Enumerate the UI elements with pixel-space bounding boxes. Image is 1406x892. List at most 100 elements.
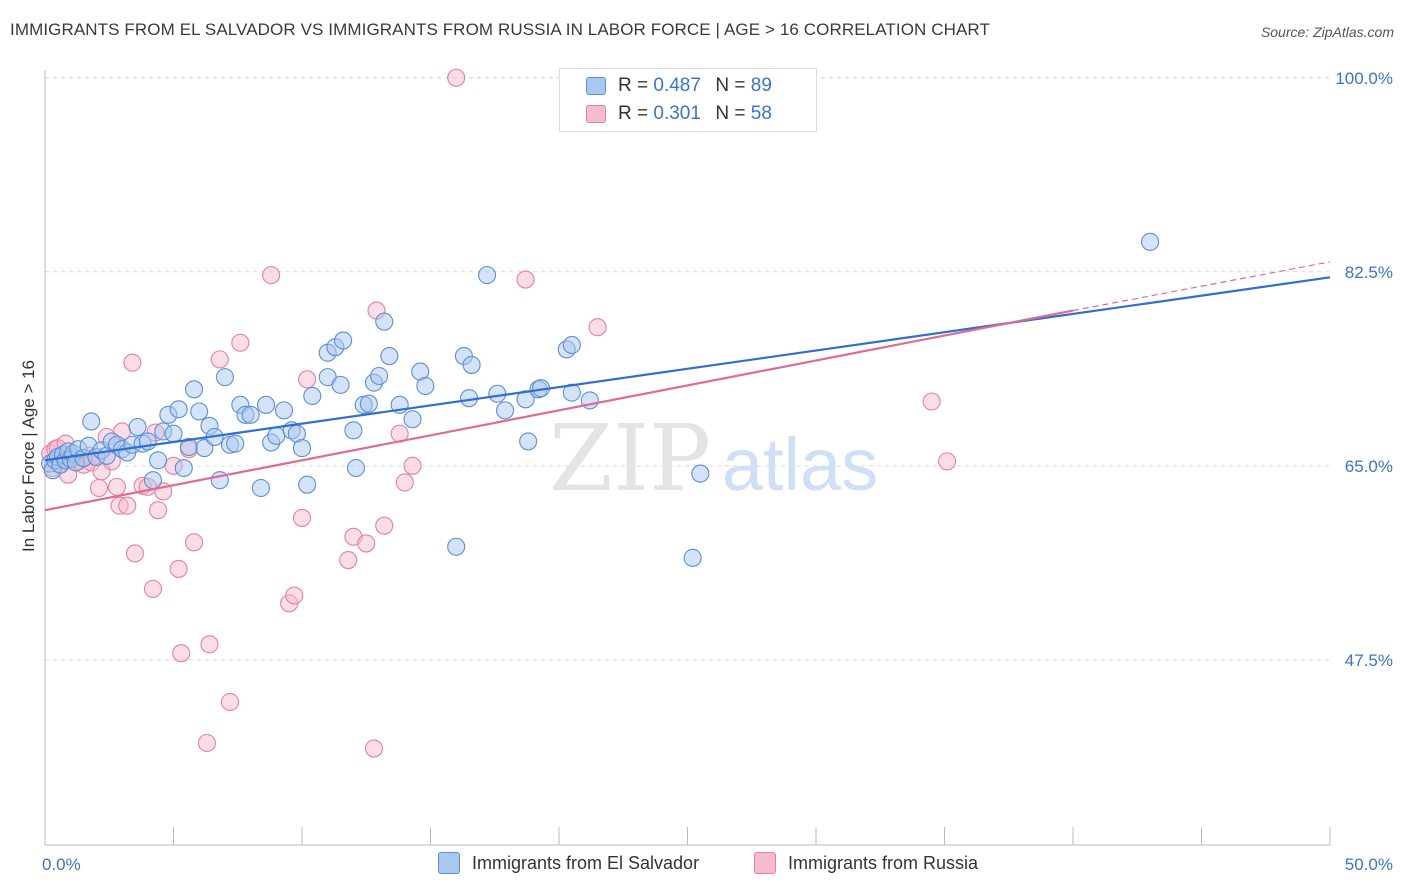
legend-n-label: N = bbox=[715, 103, 746, 124]
point-russia bbox=[395, 473, 414, 492]
legend-n-label: N = bbox=[715, 75, 746, 96]
point-el-salvador bbox=[562, 335, 581, 355]
series-swatch-blue bbox=[438, 852, 460, 874]
point-el-salvador bbox=[292, 439, 312, 458]
point-el-salvador bbox=[226, 434, 245, 453]
point-russia bbox=[364, 739, 384, 758]
watermark-atlas: atlas bbox=[722, 423, 878, 506]
point-el-salvador bbox=[683, 548, 702, 567]
legend-r-value: 0.487 bbox=[653, 75, 701, 96]
point-russia bbox=[210, 350, 229, 369]
legend-n-value: 58 bbox=[750, 103, 772, 124]
point-russia bbox=[89, 478, 109, 498]
legend-r-label: R = bbox=[618, 103, 649, 124]
point-russia bbox=[292, 508, 312, 527]
point-russia bbox=[200, 635, 219, 654]
point-russia bbox=[118, 496, 137, 515]
watermark: ZIP atlas bbox=[549, 405, 878, 512]
legend-n-value: 89 bbox=[750, 75, 772, 96]
x-tick-label: 50.0% bbox=[1345, 855, 1393, 874]
point-russia bbox=[403, 456, 422, 475]
point-el-salvador bbox=[519, 432, 538, 451]
point-el-salvador bbox=[416, 376, 435, 396]
point-el-salvador bbox=[495, 401, 515, 420]
point-russia bbox=[143, 579, 162, 598]
point-el-salvador bbox=[174, 458, 193, 478]
legend-swatch-blue bbox=[586, 77, 606, 95]
point-el-salvador bbox=[274, 401, 294, 420]
point-el-salvador bbox=[691, 464, 710, 483]
legend-row-el-salvador: R = 0.487 N = 89 bbox=[586, 73, 772, 99]
point-el-salvador bbox=[169, 400, 188, 419]
series-swatch-pink bbox=[754, 852, 776, 874]
point-russia bbox=[123, 353, 142, 372]
point-russia bbox=[231, 333, 250, 352]
point-russia bbox=[169, 559, 188, 578]
point-el-salvador bbox=[190, 402, 209, 421]
point-el-salvador bbox=[562, 383, 581, 402]
x-tick-label: 0.0% bbox=[42, 855, 81, 874]
point-el-salvador bbox=[375, 312, 394, 331]
y-axis-label: In Labor Force | Age > 16 bbox=[19, 360, 38, 552]
point-el-salvador bbox=[1141, 232, 1160, 251]
point-el-salvador bbox=[128, 417, 147, 437]
series-name: Immigrants from Russia bbox=[788, 852, 979, 873]
point-el-salvador bbox=[267, 426, 286, 445]
point-el-salvador bbox=[185, 380, 204, 399]
source-label: Source: ZipAtlas.com bbox=[1260, 24, 1394, 40]
point-el-salvador bbox=[331, 375, 350, 394]
point-russia bbox=[172, 644, 191, 663]
trend-line-russia-extension bbox=[1072, 261, 1331, 312]
point-el-salvador bbox=[164, 424, 183, 443]
point-russia bbox=[220, 692, 240, 712]
point-russia bbox=[357, 534, 376, 553]
point-el-salvador bbox=[477, 266, 497, 285]
point-el-salvador bbox=[143, 471, 162, 490]
point-russia bbox=[107, 477, 127, 496]
series-legend: Immigrants from El Salvador Immigrants f… bbox=[0, 852, 1406, 878]
point-el-salvador bbox=[462, 355, 481, 374]
point-el-salvador bbox=[303, 386, 322, 406]
point-russia bbox=[285, 586, 304, 605]
legend-swatch-pink bbox=[586, 105, 606, 123]
point-russia bbox=[197, 733, 216, 753]
point-el-salvador bbox=[149, 451, 168, 470]
point-el-salvador bbox=[298, 475, 317, 494]
point-el-salvador bbox=[346, 458, 366, 478]
trend-lines bbox=[44, 261, 1331, 512]
tick-labels: 47.5% 65.0% 82.5% 100.0% 0.0% 50.0% bbox=[42, 69, 1393, 874]
data-points bbox=[41, 68, 1160, 758]
series-legend-el-salvador: Immigrants from El Salvador bbox=[438, 852, 699, 874]
point-russia bbox=[922, 392, 941, 411]
y-tick-label: 65.0% bbox=[1345, 457, 1393, 476]
series-name: Immigrants from El Salvador bbox=[472, 852, 700, 873]
point-el-salvador bbox=[488, 384, 507, 403]
series-legend-russia: Immigrants from Russia bbox=[754, 852, 978, 874]
point-russia bbox=[447, 68, 466, 87]
watermark-zip: ZIP bbox=[549, 405, 711, 512]
legend: R = 0.487 N = 89 R = 0.301 N = 58 bbox=[559, 68, 817, 132]
y-tick-label: 82.5% bbox=[1345, 263, 1393, 282]
point-el-salvador bbox=[215, 368, 234, 387]
point-russia bbox=[185, 533, 204, 552]
legend-r-label: R = bbox=[618, 75, 649, 96]
point-el-salvador bbox=[256, 395, 276, 414]
point-russia bbox=[516, 270, 535, 289]
chart-title: IMMIGRANTS FROM EL SALVADOR VS IMMIGRANT… bbox=[10, 20, 990, 39]
legend-row-russia: R = 0.301 N = 58 bbox=[586, 101, 772, 127]
point-russia bbox=[938, 452, 957, 471]
point-el-salvador bbox=[380, 347, 399, 366]
legend-r-value: 0.301 bbox=[653, 103, 701, 124]
point-russia bbox=[339, 551, 358, 570]
trend-line-el-salvador bbox=[44, 276, 1331, 462]
point-el-salvador bbox=[195, 439, 214, 458]
trend-line-russia bbox=[44, 309, 1074, 512]
point-russia bbox=[125, 544, 144, 563]
y-tick-label: 47.5% bbox=[1345, 651, 1393, 670]
point-russia bbox=[375, 516, 394, 535]
y-tick-label: 100.0% bbox=[1335, 69, 1393, 88]
point-el-salvador bbox=[241, 405, 260, 424]
point-russia bbox=[262, 266, 281, 285]
point-el-salvador bbox=[447, 537, 466, 556]
